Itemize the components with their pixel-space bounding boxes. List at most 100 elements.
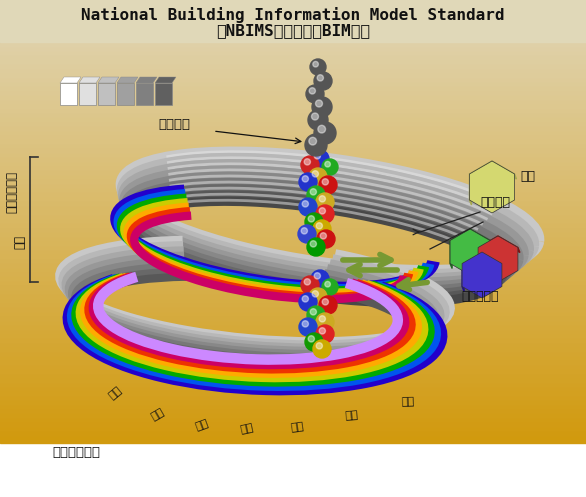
Circle shape: [310, 309, 316, 315]
Bar: [0, 132, 586, 138]
Bar: [0, 43, 586, 50]
Circle shape: [309, 168, 327, 186]
Bar: [0, 74, 586, 81]
Bar: [0, 167, 586, 173]
Text: 工程项目组: 工程项目组: [461, 291, 499, 304]
Text: 信息交流: 信息交流: [480, 195, 510, 209]
Text: 构局: 构局: [107, 385, 123, 401]
Bar: [0, 39, 586, 45]
Bar: [0, 357, 586, 363]
Bar: [0, 48, 586, 54]
Bar: [0, 154, 586, 160]
Polygon shape: [450, 229, 492, 268]
Bar: [60, 83, 77, 105]
Circle shape: [299, 198, 317, 216]
Bar: [0, 410, 586, 416]
Circle shape: [301, 228, 308, 234]
Circle shape: [305, 333, 323, 351]
Circle shape: [299, 318, 317, 336]
Bar: [0, 163, 586, 169]
Bar: [0, 30, 586, 36]
Circle shape: [312, 170, 318, 177]
Bar: [98, 83, 115, 105]
Polygon shape: [462, 252, 504, 292]
Circle shape: [320, 233, 326, 239]
Bar: [0, 0, 586, 5]
Bar: [0, 220, 586, 227]
Bar: [0, 216, 586, 222]
Bar: [0, 401, 586, 408]
Bar: [0, 96, 586, 103]
Bar: [0, 260, 586, 266]
Bar: [0, 114, 586, 120]
Bar: [0, 436, 586, 443]
Bar: [0, 79, 586, 85]
Bar: [0, 406, 586, 412]
Polygon shape: [478, 236, 518, 282]
Text: 生命周期阶段: 生命周期阶段: [52, 445, 100, 459]
Circle shape: [306, 85, 324, 103]
Circle shape: [322, 279, 338, 295]
Bar: [0, 352, 586, 359]
Circle shape: [319, 176, 337, 194]
Circle shape: [311, 270, 329, 288]
Bar: [0, 282, 586, 288]
Bar: [0, 348, 586, 354]
Circle shape: [313, 220, 331, 238]
Bar: [0, 17, 586, 23]
Bar: [0, 65, 586, 72]
Bar: [0, 118, 586, 125]
Circle shape: [316, 205, 334, 223]
Text: （NBIMS）美国国家BIM标准: （NBIMS）美国国家BIM标准: [216, 23, 370, 38]
Circle shape: [309, 137, 316, 145]
Bar: [0, 264, 586, 271]
Circle shape: [312, 291, 318, 297]
Bar: [0, 87, 586, 94]
Circle shape: [317, 230, 335, 248]
Bar: [0, 277, 586, 284]
Bar: [0, 198, 586, 204]
Bar: [0, 149, 586, 156]
Bar: [0, 57, 586, 63]
Circle shape: [307, 186, 325, 204]
Circle shape: [316, 223, 322, 229]
Bar: [0, 61, 586, 67]
Circle shape: [317, 75, 323, 81]
Circle shape: [322, 159, 338, 175]
Circle shape: [322, 179, 328, 185]
Circle shape: [304, 159, 311, 165]
Bar: [0, 397, 586, 403]
Bar: [117, 83, 134, 105]
Circle shape: [308, 335, 315, 342]
Polygon shape: [136, 77, 157, 83]
Bar: [0, 428, 586, 434]
Bar: [0, 25, 586, 32]
Bar: [0, 225, 586, 231]
Bar: [0, 189, 586, 195]
Bar: [0, 207, 586, 213]
Circle shape: [311, 150, 329, 168]
Bar: [0, 242, 586, 248]
Circle shape: [309, 288, 327, 306]
Bar: [155, 83, 172, 105]
Bar: [136, 83, 153, 105]
Circle shape: [319, 328, 325, 334]
Circle shape: [302, 176, 308, 182]
Circle shape: [319, 196, 325, 202]
Circle shape: [316, 193, 334, 211]
Text: National Building Information Model Standard: National Building Information Model Stan…: [81, 7, 505, 23]
Text: 运营: 运营: [289, 421, 304, 433]
Bar: [0, 331, 586, 337]
Bar: [0, 70, 586, 76]
Bar: [0, 211, 586, 218]
Circle shape: [316, 313, 334, 331]
Bar: [0, 158, 586, 165]
Bar: [0, 176, 586, 182]
Polygon shape: [450, 229, 490, 275]
Bar: [0, 313, 586, 319]
Polygon shape: [98, 77, 119, 83]
Circle shape: [302, 321, 308, 327]
Circle shape: [316, 343, 322, 349]
Text: 修复: 修复: [345, 410, 359, 420]
Circle shape: [319, 316, 325, 322]
